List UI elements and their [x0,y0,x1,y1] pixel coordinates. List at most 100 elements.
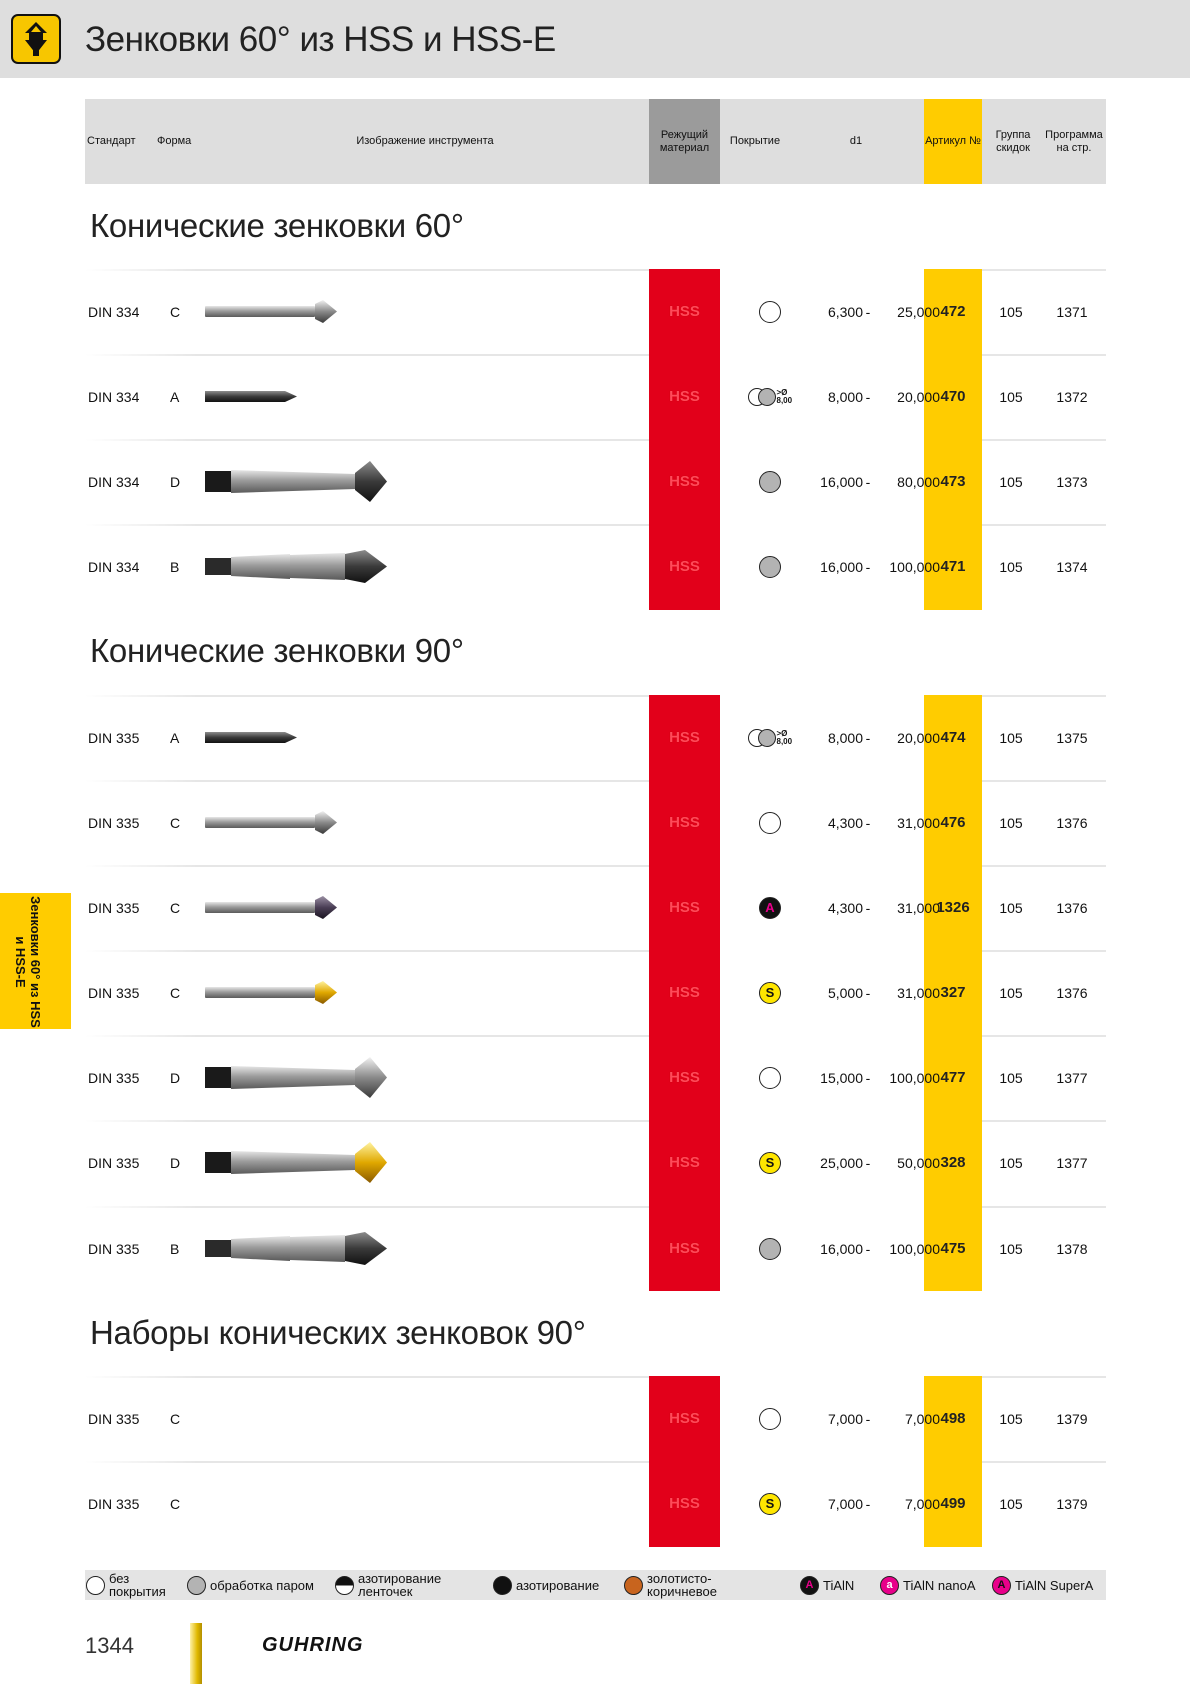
countersink-logo-icon [11,14,61,64]
material-column-block [649,695,720,1291]
legend-label: без покрытия [109,1571,166,1599]
cell-article[interactable]: 474 [940,729,966,746]
cell-article[interactable]: 470 [940,388,966,405]
gold-brown-icon [624,1575,643,1595]
countersink-tool-image [205,1035,405,1120]
legend-item: a TiAlN nanoA [880,1570,990,1600]
cell-article[interactable]: 1326 [936,899,970,916]
cell-d1-from: 4,300 [827,899,863,916]
table-row[interactable]: DIN 335 D HSS 15,000- 100,000 477 105 1377 [85,1035,1106,1120]
cell-program-page[interactable]: 1371 [1056,303,1088,320]
row-divider [982,269,1106,271]
countersink-tool-image [205,269,405,354]
row-divider [85,1035,649,1037]
cell-program-page[interactable]: 1379 [1056,1495,1088,1512]
row-divider [85,269,649,271]
cell-program-page[interactable]: 1378 [1056,1240,1088,1257]
cell-program-page[interactable]: 1377 [1056,1154,1088,1171]
cell-material: HSS [669,814,700,831]
cell-d1-from: 7,000 [827,1410,863,1427]
cell-d1-from: 8,000 [827,729,863,746]
cell-standard: DIN 335 [88,899,140,916]
cell-program-page[interactable]: 1375 [1056,729,1088,746]
cell-article[interactable]: 327 [940,984,966,1001]
table-row[interactable]: DIN 335 C HSS S 7,000-7,000 499 105 1379 [85,1461,1106,1546]
legend-item: азотирование [493,1570,613,1600]
cell-discount-group: 105 [999,1154,1023,1171]
table-row[interactable]: DIN 335 B HSS 16,000- 100,000 475 105 1378 [85,1206,1106,1291]
cell-form: A [170,729,180,746]
table-row[interactable]: DIN 335 C HSS A 4,300- 31,000 1326 105 1376 [85,865,1106,950]
row-divider [85,695,649,697]
cell-article[interactable]: 477 [940,1069,966,1086]
cell-form: D [170,1154,181,1171]
cell-d1-dash: - [865,473,871,490]
countersink-tool-image [205,439,405,524]
cell-discount-group: 105 [999,473,1023,490]
cell-program-page[interactable]: 1376 [1056,899,1088,916]
cell-standard: DIN 335 [88,1069,140,1086]
cell-discount-group: 105 [999,303,1023,320]
cell-coating [740,524,800,609]
tialn-supera-icon: A [992,1575,1011,1595]
cell-program-page[interactable]: 1372 [1056,388,1088,405]
countersink-tool-image [205,865,405,950]
cell-discount-group: 105 [999,558,1023,575]
cell-article[interactable]: 328 [940,1154,966,1171]
cell-standard: DIN 334 [88,473,140,490]
legend-label: азотирование ленточек [358,1571,442,1599]
row-divider [85,865,649,867]
cell-coating [740,439,800,524]
cell-d1-from: 4,300 [827,814,863,831]
cell-d1-to: 20,000 [897,388,940,405]
countersink-tool-image [205,695,405,780]
cell-material: HSS [669,558,700,575]
side-tab-label: Зенковки 60° из HSS и HSS-E [13,896,43,1028]
table-row[interactable]: DIN 334 A HSS >Ø 8,00 8,000- 20,000 470 105 1372 [85,354,1106,439]
cell-program-page[interactable]: 1374 [1056,558,1088,575]
cell-program-page[interactable]: 1377 [1056,1069,1088,1086]
legend-label: TiAlN [823,1577,855,1593]
margin-nitrided-icon [335,1575,354,1595]
cell-material: HSS [669,473,700,490]
table-row[interactable]: DIN 334 B HSS 16,000- 100,000 471 105 1374 [85,524,1106,609]
row-divider [85,1376,649,1378]
header-d1: d1 [849,135,863,147]
table-row[interactable]: DIN 334 D HSS 16,000- 80,000 473 105 1373 [85,439,1106,524]
table-row[interactable]: DIN 335 C HSS 7,000-7,000 498 105 1379 [85,1376,1106,1461]
row-divider [85,1206,649,1208]
cell-material: HSS [669,899,700,916]
cell-article[interactable]: 472 [940,303,966,320]
cell-discount-group: 105 [999,1410,1023,1427]
cell-article[interactable]: 475 [940,1240,966,1257]
cell-material: HSS [669,303,700,320]
table-row[interactable]: DIN 335 A HSS >Ø 8,00 8,000- 20,000 474 105 1375 [85,695,1106,780]
row-divider [85,439,649,441]
cell-article[interactable]: 499 [940,1495,966,1512]
header-form: Форма [157,135,192,147]
legend-item: без покрытия [86,1570,186,1600]
cell-d1-to: 20,000 [897,729,940,746]
cell-program-page[interactable]: 1373 [1056,473,1088,490]
table-row[interactable]: DIN 335 D HSS S 25,000- 50,000 328 105 1377 [85,1120,1106,1205]
row-divider [85,950,649,952]
row-divider [85,524,649,526]
legend-item: золотисто-коричневое [624,1570,744,1600]
countersink-tool-image [205,1120,405,1205]
table-row[interactable]: DIN 335 C HSS S 5,000- 31,000 327 105 1376 [85,950,1106,1035]
cell-discount-group: 105 [999,388,1023,405]
cell-program-page[interactable]: 1376 [1056,814,1088,831]
side-tab[interactable] [0,893,71,1029]
cell-article[interactable]: 471 [940,558,966,575]
steam-treated-icon [187,1575,206,1595]
coating-legend: без покрытия обработка паром азотировани… [85,1570,1106,1600]
table-row[interactable]: DIN 335 C HSS 4,300- 31,000 476 105 1376 [85,780,1106,865]
cell-article[interactable]: 473 [940,473,966,490]
cell-article[interactable]: 498 [940,1410,966,1427]
countersink-tool-image [205,524,405,609]
cell-program-page[interactable]: 1376 [1056,984,1088,1001]
cell-program-page[interactable]: 1379 [1056,1410,1088,1427]
cell-article[interactable]: 476 [940,814,966,831]
cell-material: HSS [669,729,700,746]
table-row[interactable]: DIN 334 C HSS 6,300- 25,000 472 105 1371 [85,269,1106,354]
